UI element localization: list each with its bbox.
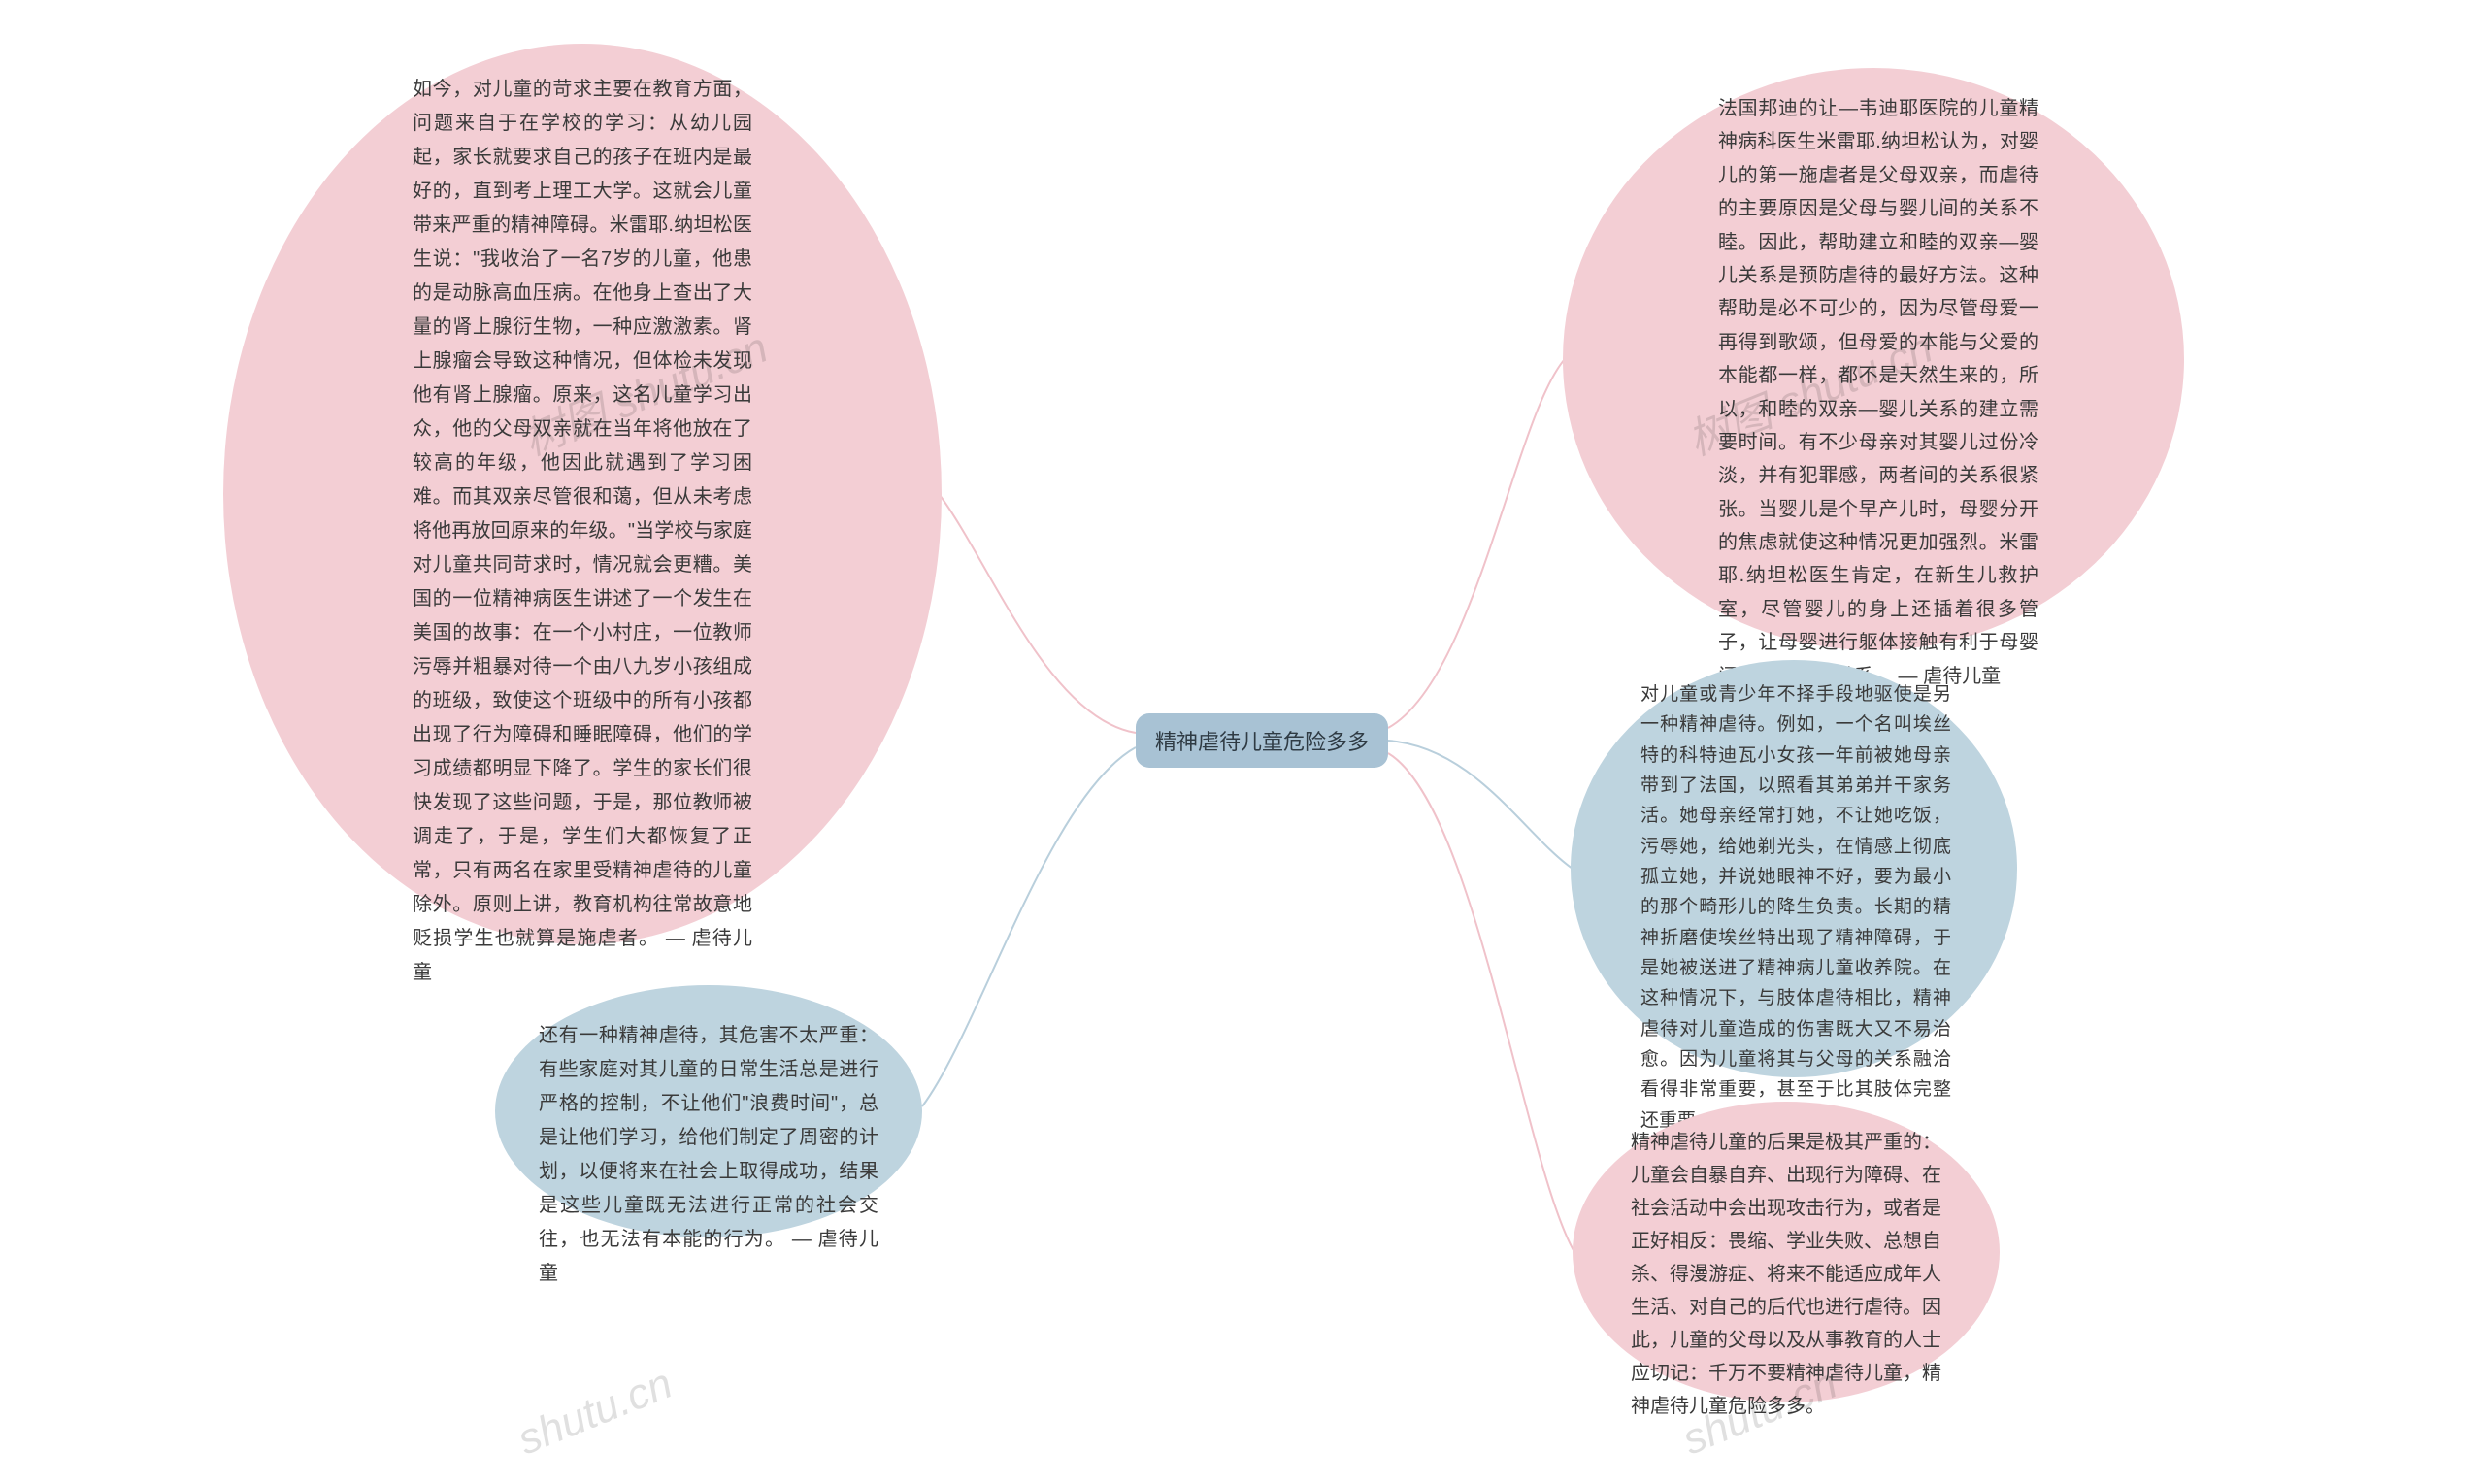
mindmap-canvas: 精神虐待儿童危险多多 如今，对儿童的苛求主要在教育方面，问题来自于在学校的学习：… xyxy=(0,0,2485,1484)
branch-text-content: 对儿童或青少年不择手段地驱使是另一种精神虐待。例如，一个名叫埃丝特的科特迪瓦小女… xyxy=(1640,679,1951,1136)
connection-line xyxy=(1388,753,1574,1252)
branch-text-content: 还有一种精神虐待，其危害不太严重：有些家庭对其儿童的日常生活总是进行严格的控制，… xyxy=(539,1019,878,1291)
branch-text-right-mid: 对儿童或青少年不择手段地驱使是另一种精神虐待。例如，一个名叫埃丝特的科特迪瓦小女… xyxy=(1640,679,1951,1136)
connection-line xyxy=(1388,359,1565,728)
branch-text-right-bot: 精神虐待儿童的后果是极其严重的：儿童会自暴自弃、出现行为障碍、在社会活动中会出现… xyxy=(1631,1126,1941,1423)
branch-text-content: 精神虐待儿童的后果是极其严重的：儿童会自暴自弃、出现行为障碍、在社会活动中会出现… xyxy=(1631,1126,1941,1423)
central-topic-label: 精神虐待儿童危险多多 xyxy=(1155,725,1369,756)
central-topic[interactable]: 精神虐待儿童危险多多 xyxy=(1136,713,1388,768)
branch-text-content: 如今，对儿童的苛求主要在教育方面，问题来自于在学校的学习：从幼儿园起，家长就要求… xyxy=(413,73,752,990)
connection-line xyxy=(1388,741,1573,869)
connection-line xyxy=(922,747,1136,1106)
branch-text-right-top: 法国邦迪的让—韦迪耶医院的儿童精神病科医生米雷耶.纳坦松认为，对婴儿的第一施虐者… xyxy=(1718,92,2038,693)
branch-text-content: 法国邦迪的让—韦迪耶医院的儿童精神病科医生米雷耶.纳坦松认为，对婴儿的第一施虐者… xyxy=(1718,92,2038,693)
branch-text-left-big: 如今，对儿童的苛求主要在教育方面，问题来自于在学校的学习：从幼儿园起，家长就要求… xyxy=(413,73,752,990)
watermark: shutu.cn xyxy=(512,1360,679,1466)
connection-line xyxy=(940,495,1136,733)
branch-text-left-small: 还有一种精神虐待，其危害不太严重：有些家庭对其儿童的日常生活总是进行严格的控制，… xyxy=(539,1019,878,1291)
